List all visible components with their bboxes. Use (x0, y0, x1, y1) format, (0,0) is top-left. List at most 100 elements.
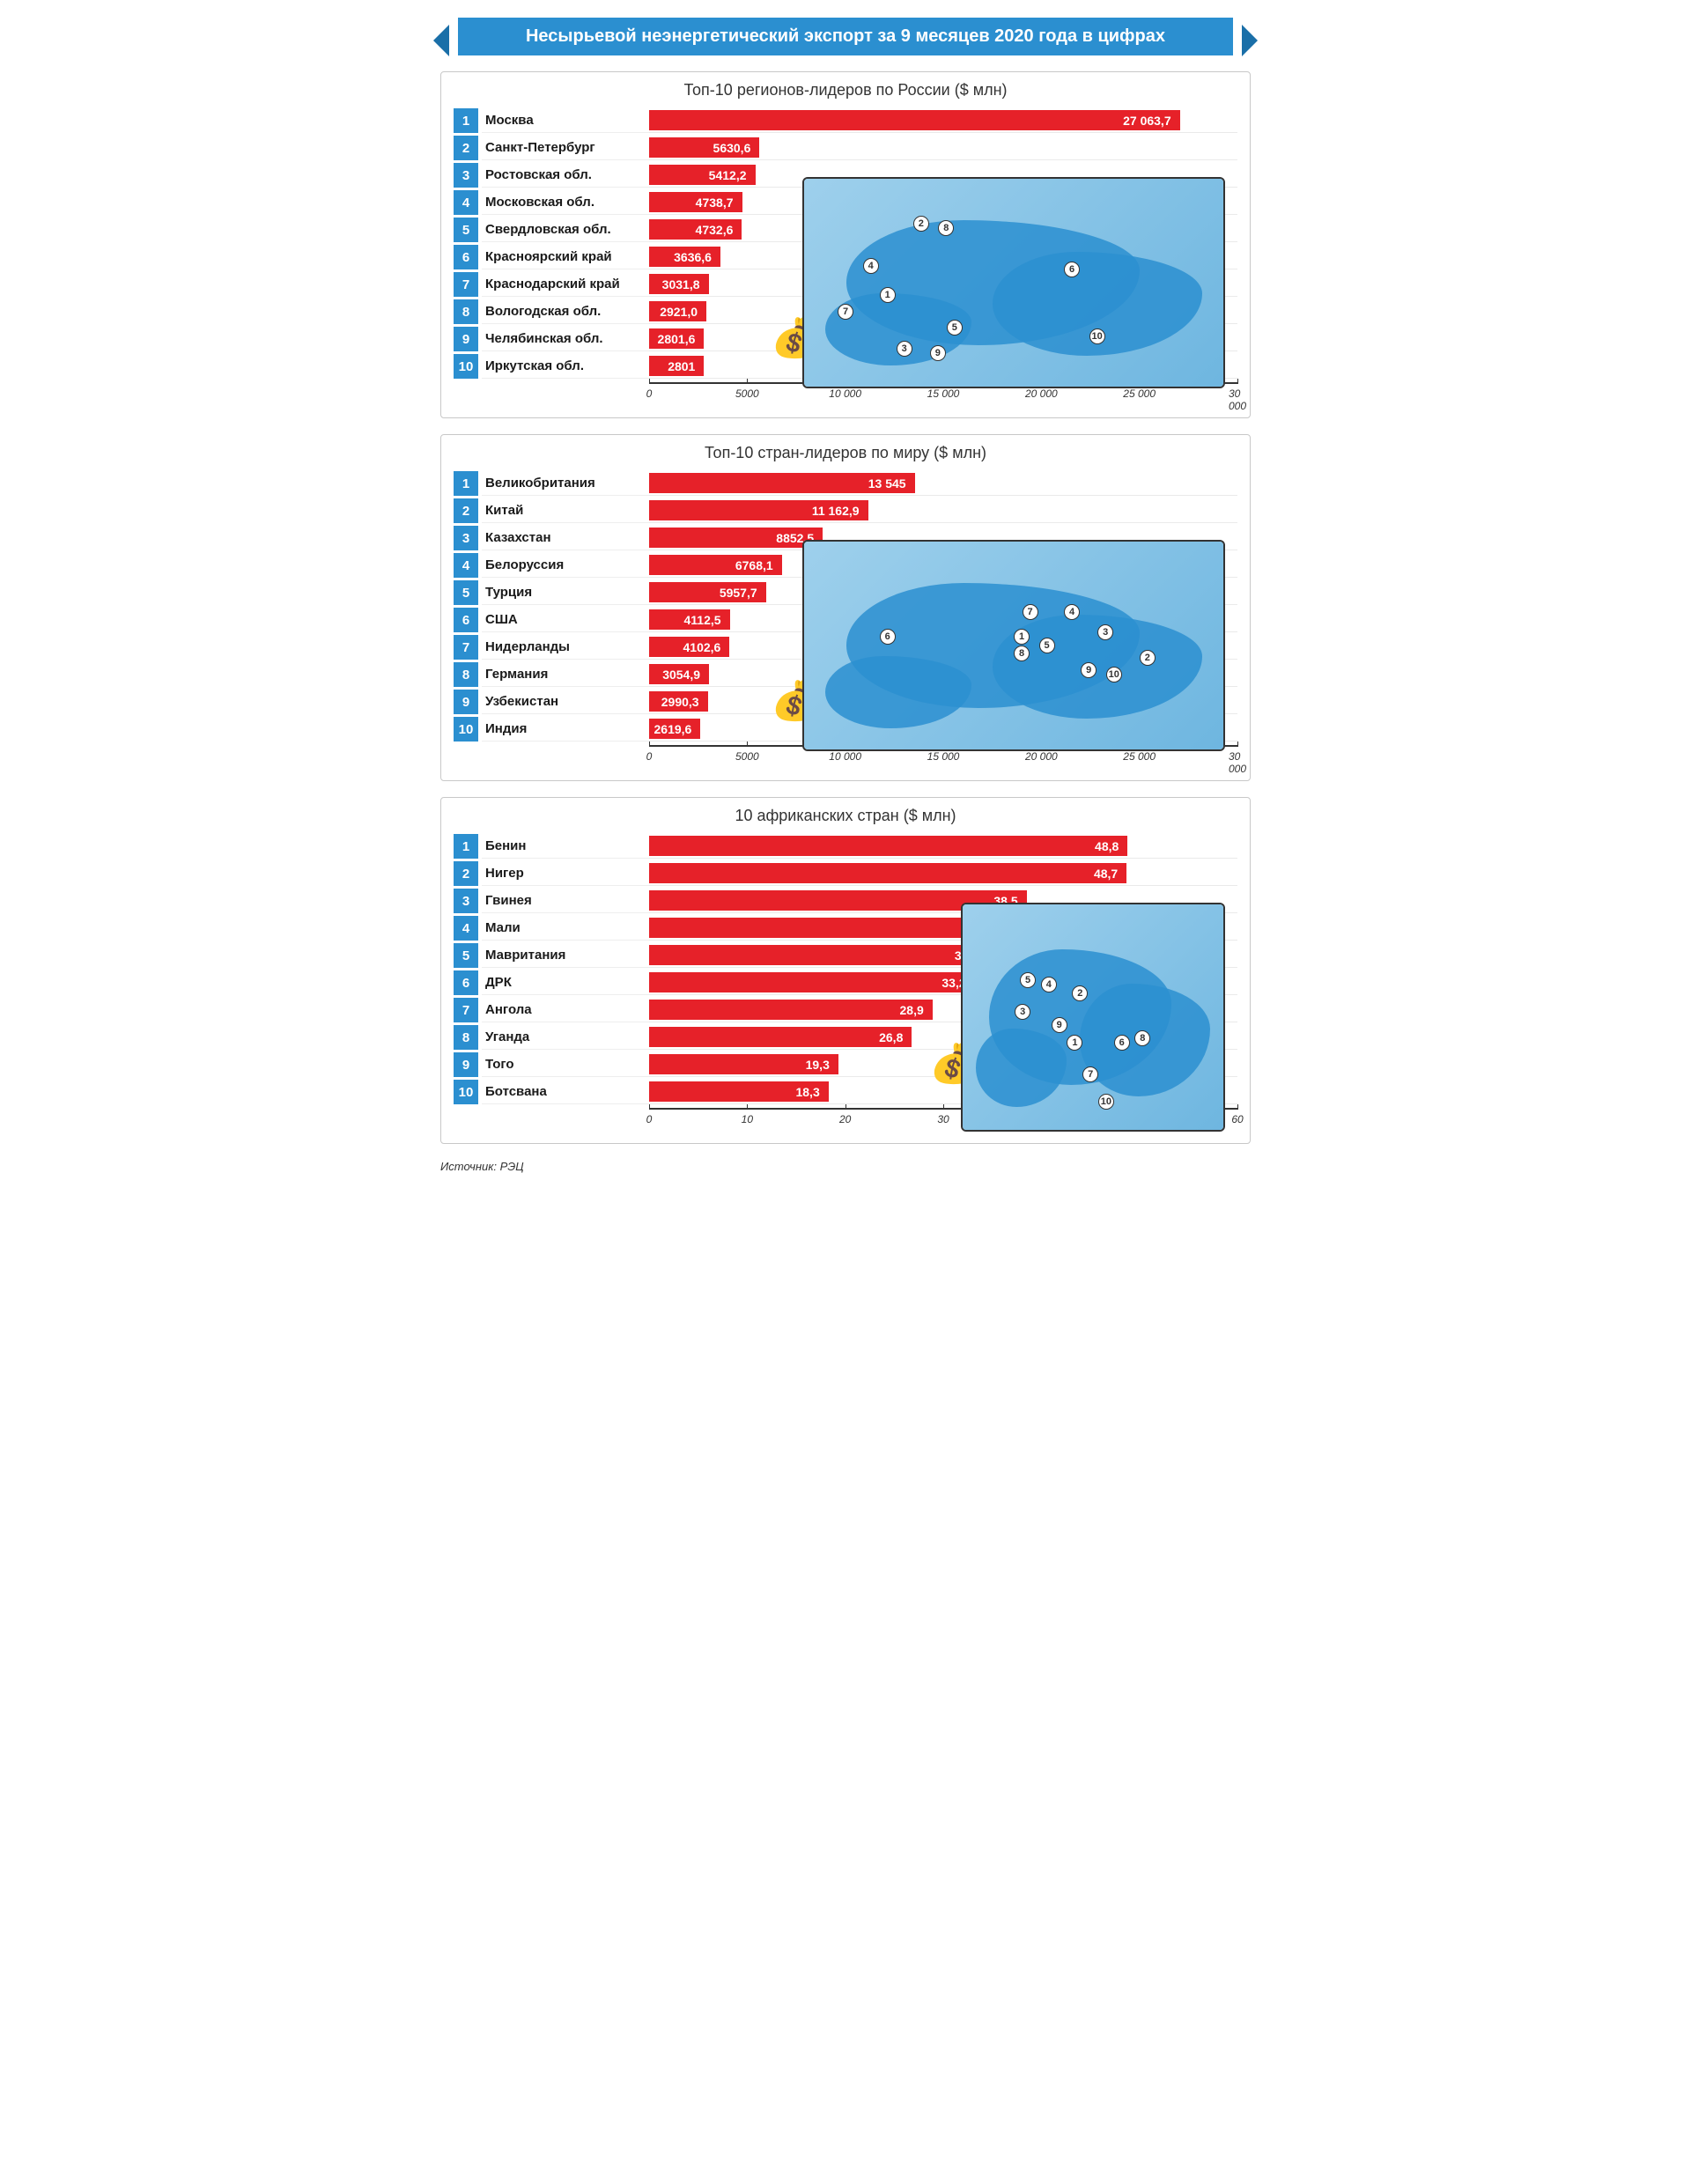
bar-track: 48,7 (649, 861, 1237, 886)
row-label: Бенин (482, 834, 649, 859)
map-marker: 3 (897, 341, 912, 357)
map-marker: 10 (1089, 328, 1105, 344)
rank-badge: 6 (454, 970, 478, 995)
bar-chart: 1Бенин48,82Нигер48,73Гвинея38,54Мали35,9… (454, 834, 1237, 1125)
map-marker: 1 (1014, 629, 1030, 645)
row-label: Германия (482, 662, 649, 687)
section-russia: Топ-10 регионов-лидеров по России ($ млн… (440, 71, 1251, 418)
map-marker: 7 (838, 304, 853, 320)
row-label: Краснодарский край (482, 272, 649, 297)
map-marker: 10 (1098, 1094, 1114, 1110)
source-label: Источник: РЭЦ (440, 1160, 1251, 1173)
axis-tick-label: 0 (646, 750, 653, 763)
rank-badge: 10 (454, 1080, 478, 1104)
row-label: Узбекистан (482, 690, 649, 714)
map-world: 12345678910 (802, 540, 1225, 751)
bar-track: 48,8 (649, 834, 1237, 859)
bar: 19,3 (649, 1054, 838, 1074)
bar-chart: 1Москва27 063,72Санкт-Петербург5630,63Ро… (454, 108, 1237, 400)
bar: 4112,5 (649, 609, 730, 630)
bar: 34,5 (649, 945, 987, 965)
section-title: 10 африканских стран ($ млн) (454, 807, 1237, 825)
main-title: Несырьевой неэнергетический экспорт за 9… (526, 26, 1165, 46)
rank-badge: 6 (454, 608, 478, 632)
rank-badge: 1 (454, 834, 478, 859)
row-label: Свердловская обл. (482, 218, 649, 242)
bar: 2921,0 (649, 301, 706, 321)
row-label: Великобритания (482, 471, 649, 496)
row-label: Нидерланды (482, 635, 649, 660)
rank-badge: 1 (454, 108, 478, 133)
table-row: 1Москва27 063,7 (454, 108, 1237, 133)
axis-tick-label: 15 000 (927, 750, 960, 763)
section-title: Топ-10 регионов-лидеров по России ($ млн… (454, 81, 1237, 100)
map-marker: 8 (1014, 646, 1030, 661)
row-label: Санкт-Петербург (482, 136, 649, 160)
axis-tick-label: 0 (646, 1113, 653, 1125)
map-marker: 1 (880, 287, 896, 303)
bar: 26,8 (649, 1027, 912, 1047)
row-label: Белоруссия (482, 553, 649, 578)
axis-tick-label: 25 000 (1123, 387, 1156, 400)
map-marker: 5 (1039, 638, 1055, 653)
bar: 3031,8 (649, 274, 709, 294)
bar-track: 27 063,7 (649, 108, 1237, 133)
row-label: Казахстан (482, 526, 649, 550)
bar-track: 13 545 (649, 471, 1237, 496)
axis-tick-label: 0 (646, 387, 653, 400)
main-title-ribbon: Несырьевой неэнергетический экспорт за 9… (458, 18, 1233, 55)
rank-badge: 6 (454, 245, 478, 269)
rank-badge: 1 (454, 471, 478, 496)
rank-badge: 10 (454, 354, 478, 379)
axis-tick-label: 20 (839, 1113, 851, 1125)
rank-badge: 5 (454, 218, 478, 242)
bar: 13 545 (649, 473, 915, 493)
bar: 3636,6 (649, 247, 720, 267)
map-marker: 9 (930, 345, 946, 361)
bar-track: 11 162,9 (649, 498, 1237, 523)
table-row: 1Бенин48,8 (454, 834, 1237, 859)
row-label: ДРК (482, 970, 649, 995)
row-label: Красноярский край (482, 245, 649, 269)
row-label: Мавритания (482, 943, 649, 968)
section-africa: 10 африканских стран ($ млн) 1Бенин48,82Н… (440, 797, 1251, 1144)
bar: 4102,6 (649, 637, 729, 657)
table-row: 1Великобритания13 545 (454, 471, 1237, 496)
table-row: 2Нигер48,7 (454, 861, 1237, 886)
rank-badge: 9 (454, 1052, 478, 1077)
rank-badge: 3 (454, 163, 478, 188)
table-row: 2Санкт-Петербург5630,6 (454, 136, 1237, 160)
bar: 8852,5 (649, 528, 823, 548)
bar: 5412,2 (649, 165, 756, 185)
axis-tick-label: 25 000 (1123, 750, 1156, 763)
map-marker: 3 (1015, 1004, 1030, 1020)
rank-badge: 5 (454, 943, 478, 968)
bar: 33,2 (649, 972, 975, 992)
rank-badge: 5 (454, 580, 478, 605)
bar-chart: 1Великобритания13 5452Китай11 162,93Каза… (454, 471, 1237, 763)
map-placeholder: 12345678910 (804, 179, 1223, 387)
bar: 2990,3 (649, 691, 708, 712)
map-africa: 12345678910 (961, 903, 1225, 1132)
map-russia: 12345678910 (802, 177, 1225, 388)
rank-badge: 2 (454, 136, 478, 160)
rank-badge: 4 (454, 916, 478, 941)
axis-tick-label: 5000 (735, 750, 759, 763)
axis-tick-label: 10 000 (829, 387, 861, 400)
row-label: Индия (482, 717, 649, 742)
bar-track: 5630,6 (649, 136, 1237, 160)
axis-tick-label: 30 000 (1229, 750, 1246, 775)
row-label: Нигер (482, 861, 649, 886)
bar: 35,9 (649, 918, 1001, 938)
row-label: Вологодская обл. (482, 299, 649, 324)
rank-badge: 9 (454, 327, 478, 351)
axis-tick-label: 30 (937, 1113, 949, 1125)
row-label: Москва (482, 108, 649, 133)
axis-tick-label: 20 000 (1025, 387, 1058, 400)
axis-tick-label: 5000 (735, 387, 759, 400)
axis-tick-label: 15 000 (927, 387, 960, 400)
axis-tick-label: 30 000 (1229, 387, 1246, 412)
map-marker: 5 (1020, 972, 1036, 988)
row-label: Ангола (482, 998, 649, 1022)
bar: 18,3 (649, 1081, 829, 1102)
